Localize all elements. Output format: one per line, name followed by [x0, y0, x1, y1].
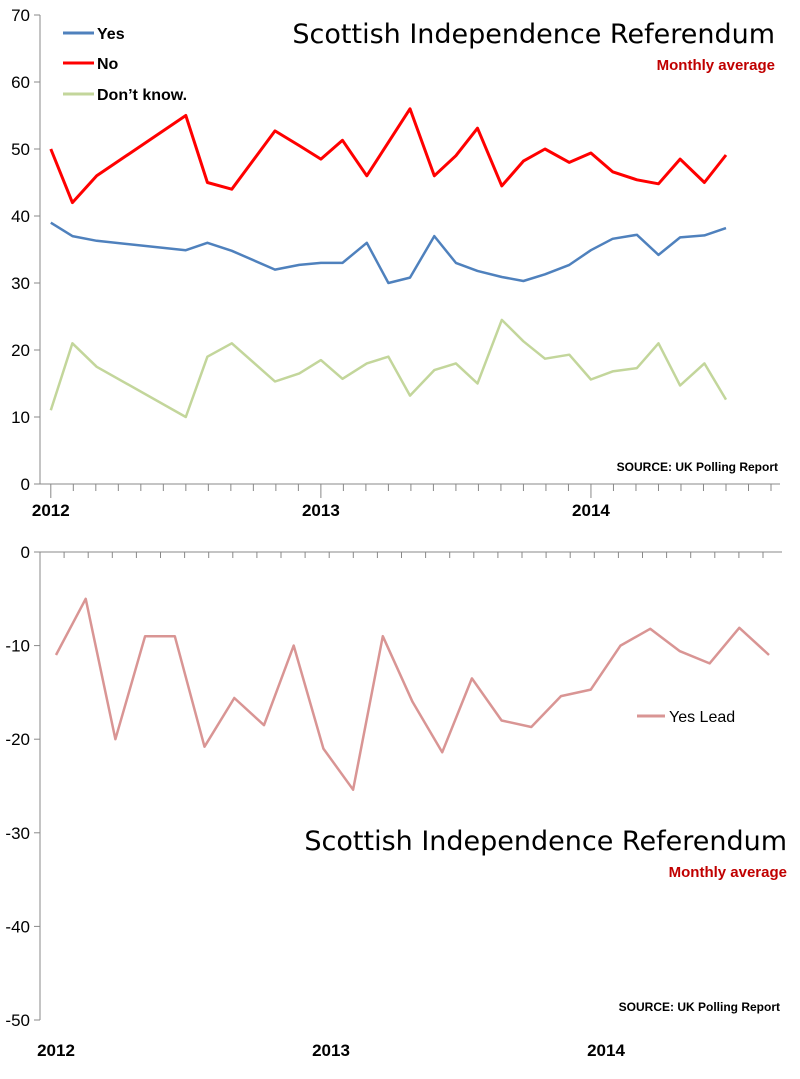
source-note: SOURCE: UK Polling Report [619, 1000, 780, 1014]
y-tick-label: 60 [11, 73, 30, 92]
y-tick-label: -50 [5, 1011, 30, 1030]
y-tick-label: -30 [5, 824, 30, 843]
legend-label-yes: Yes [97, 26, 125, 43]
y-tick-label: 40 [11, 207, 30, 226]
y-tick-label: 0 [21, 475, 30, 494]
legend-label-no: No [97, 56, 119, 73]
series-line-don-t-know [49, 318, 728, 419]
legend-label-yes-lead: Yes Lead [669, 709, 735, 726]
x-tick-label: 2013 [312, 1041, 350, 1060]
y-tick-label: -20 [5, 730, 30, 749]
x-tick-label: 2012 [37, 1041, 75, 1060]
legend-label-dontknow: Don’t know. [97, 87, 187, 104]
chart-title: Scottish Independence Referendum [292, 19, 775, 50]
source-note: SOURCE: UK Polling Report [617, 460, 778, 474]
x-tick-label: 2012 [32, 501, 70, 520]
x-tick-label: 2014 [587, 1041, 625, 1060]
chart-title: Scottish Independence Referendum [304, 826, 787, 857]
x-tick-label: 2013 [302, 501, 340, 520]
series-line-yes [50, 221, 727, 285]
y-tick-label: 50 [11, 140, 30, 159]
series-line-yes-lead [54, 597, 770, 791]
chart-subtitle: Monthly average [669, 864, 787, 881]
main-chart: 0 10 20 30 40 50 60 70 2012 2013 2014 Yes No Don’… [11, 6, 780, 520]
y-tick-label: 0 [21, 543, 30, 562]
y-tick-label: -10 [5, 637, 30, 656]
y-tick-label: 10 [11, 408, 30, 427]
legend: Yes Lead [637, 709, 735, 726]
legend: Yes No Don’t know. [63, 26, 187, 104]
lead-chart: 0 -10 -20 -30 -40 -50 2012 2013 2014 Yes Lead S… [5, 543, 787, 1060]
y-tick-label: -40 [5, 917, 30, 936]
chart-subtitle: Monthly average [657, 57, 775, 74]
y-tick-label: 20 [11, 341, 30, 360]
y-tick-label: 70 [11, 6, 30, 25]
y-tick-label: 30 [11, 274, 30, 293]
series-line-no [49, 107, 728, 205]
x-tick-label: 2014 [572, 501, 610, 520]
